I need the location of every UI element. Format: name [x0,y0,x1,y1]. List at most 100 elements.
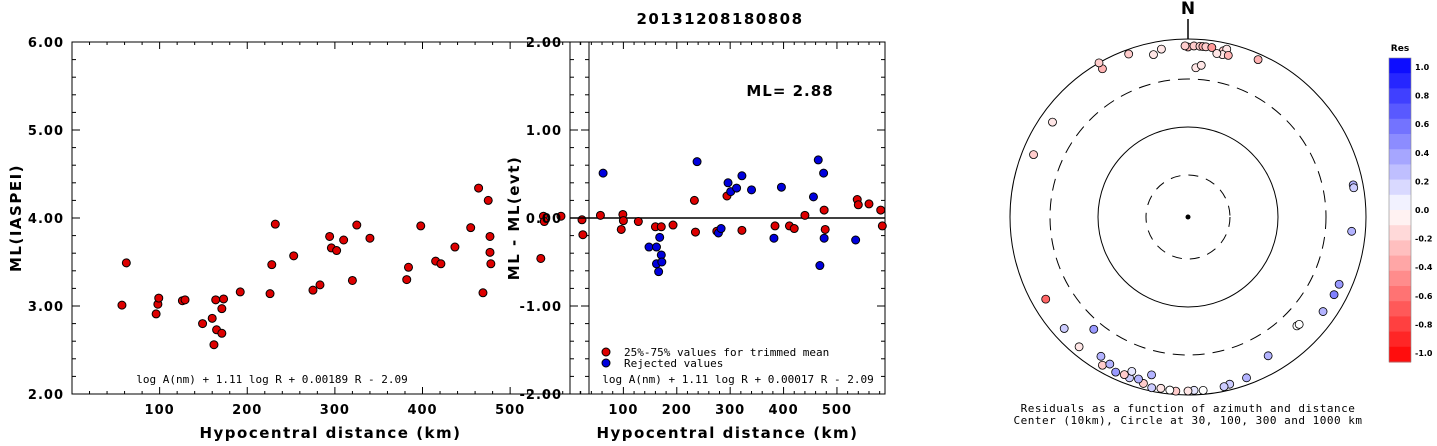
colorbar-segment [1389,194,1411,211]
data-point [536,253,546,263]
colorbar-title: Res [1391,44,1409,54]
station-residual-point [1096,351,1106,361]
x-tick-label: 500 [495,403,525,418]
data-point [217,304,227,314]
data-point [402,275,412,285]
station-residual-point [1329,290,1339,300]
colorbar-segment [1389,118,1411,135]
data-point [747,185,757,195]
data-point [770,221,780,231]
data-point [668,220,678,230]
colorbar-segment [1389,88,1411,105]
station-residual-point [1242,373,1251,383]
x-tick-label: 500 [822,403,852,418]
x-tick-label: 200 [232,403,262,418]
data-point [800,210,810,220]
data-point [813,155,823,165]
data-point [267,260,277,270]
data-point [618,216,628,226]
colorbar-segment [1389,301,1411,317]
data-point [485,231,495,241]
data-point [656,222,666,232]
station-residual-point [1147,370,1156,380]
x-tick-label: 300 [320,403,350,418]
colorbar-tick-label: -0.6 [1415,292,1433,301]
y-axis-label: ML - ML(evt) [505,156,523,280]
colorbar-segment [1389,164,1411,181]
circle-30km [1145,174,1231,260]
data-point [483,195,493,205]
data-point [689,195,699,205]
x-tick-label: 400 [768,403,798,418]
colorbar-segment [1389,103,1411,120]
data-point [577,215,587,225]
data-point [737,171,747,181]
station-residual-point [1059,324,1069,333]
data-point [289,251,299,261]
data-point [270,219,280,229]
colorbar-segment [1389,73,1411,89]
x-tick-label: 400 [407,403,437,418]
data-point [876,205,886,215]
data-point [486,259,496,269]
ml-annotation: ML= 2.88 [746,82,833,100]
data-point [339,235,349,245]
station-residual-point [1127,366,1137,376]
colorbar-segment [1389,331,1411,348]
data-point [732,183,742,193]
station-residual-point [1149,50,1158,60]
circle-300km [1049,78,1327,356]
station-residual-point [1157,44,1166,54]
station-residual-point [1196,60,1206,70]
station-residual-point [1074,342,1084,352]
colorbar-tick-label: -1.0 [1415,349,1433,358]
station-residual-point [1105,359,1115,369]
y-tick-label: 0.00 [526,212,562,227]
x-tick-label: 100 [608,403,638,418]
data-point [235,287,245,297]
data-point [485,247,495,257]
colorbar-segment [1389,179,1411,196]
y-tick-label: 1.00 [526,124,562,139]
y-tick-label: 2.00 [526,36,562,51]
station-residual-point [1207,43,1217,52]
data-point [578,230,588,240]
station-residual-point [1219,382,1229,392]
data-point [633,217,643,227]
data-point [416,221,426,231]
station-residual-point [1165,385,1175,395]
data-point [716,224,726,234]
station-residual-point [1124,49,1134,59]
colorbar-tick-label: -0.4 [1415,263,1433,272]
data-point [315,280,325,290]
data-point [352,220,362,230]
station-residual-point [1212,49,1222,58]
station-residual-point [1134,374,1143,384]
data-point [655,232,665,242]
data-point [207,313,217,323]
station-residual-point [1263,351,1273,361]
polar-caption-line2: Center (10km), Circle at 30, 100, 300 an… [1013,414,1362,427]
station-residual-point [1094,58,1104,68]
data-point [211,295,221,305]
y-tick-label: 2.00 [28,388,64,403]
station-residual-point [1111,367,1121,377]
data-point [347,275,357,285]
data-point [180,295,190,305]
y-tick-label: 4.00 [28,212,64,227]
colorbar-frame [1388,57,1412,363]
data-point [595,210,605,220]
data-point [450,242,460,252]
data-point [819,233,829,243]
station-residual-point [1156,383,1166,393]
station-residual-point [1089,324,1099,334]
legend-label: 25%-75% values for trimmed mean [624,346,829,359]
data-point [117,300,127,310]
station-residual-point [1198,385,1208,395]
data-point [654,267,664,277]
station-residual-point [1180,41,1190,51]
colorbar-tick-label: -0.8 [1415,320,1433,329]
epicenter-marker [1185,214,1191,220]
data-point [657,257,667,267]
